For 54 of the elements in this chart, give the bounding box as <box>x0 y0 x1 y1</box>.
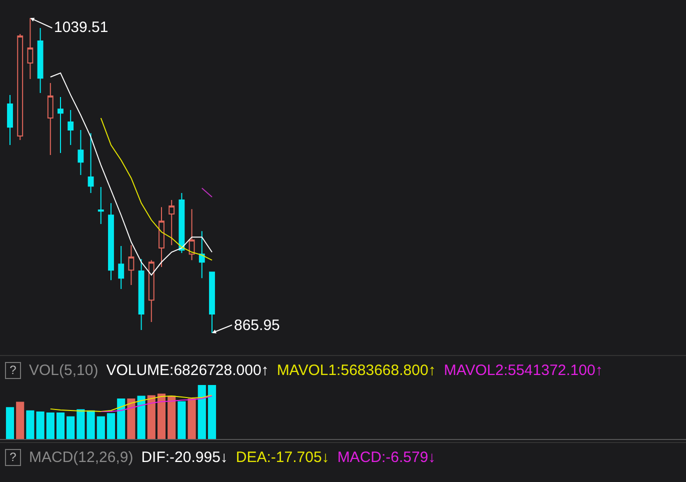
text: ? <box>5 362 21 379</box>
candlestick <box>88 132 94 194</box>
candlestick <box>7 94 13 146</box>
candlestick <box>158 206 164 268</box>
candlestick <box>17 33 24 140</box>
candlestick <box>47 82 54 156</box>
candlestick <box>37 27 44 94</box>
bar <box>147 395 156 439</box>
candlestick <box>68 110 74 146</box>
legend-label: MACD:-6.579↓ <box>337 449 436 466</box>
bar <box>6 407 14 439</box>
annotation: 1039.51 <box>54 19 108 36</box>
candlestick <box>128 244 134 286</box>
bar <box>137 396 146 439</box>
text: MACD(12,26,9) <box>29 449 134 466</box>
candlestick <box>188 208 195 261</box>
text: MAVOL1:5683668.800↑ <box>276 362 436 379</box>
candlestick <box>78 130 84 176</box>
candlestick <box>108 202 114 281</box>
bar <box>188 398 196 439</box>
bar <box>26 410 34 439</box>
legend-label: DIF:-20.995↓ <box>141 449 228 466</box>
candlestick <box>118 245 124 290</box>
bar <box>208 385 216 439</box>
bar <box>76 409 85 439</box>
bar <box>86 410 95 439</box>
candlestick <box>209 272 215 334</box>
bar <box>117 398 126 439</box>
chart-title: VOL(5,10) <box>29 362 98 379</box>
candlestick <box>138 258 144 331</box>
candlestick <box>58 96 64 154</box>
bar <box>36 411 44 439</box>
series-label: VOLUME:6826728.000↑ <box>106 362 269 379</box>
candlestick <box>178 192 185 254</box>
bar <box>16 402 24 439</box>
bar <box>168 396 176 439</box>
bar <box>66 416 75 439</box>
candlestick <box>198 230 205 279</box>
text: ? <box>5 449 21 466</box>
bar <box>56 412 65 439</box>
legend-label: DEA:-17.705↓ <box>236 449 330 466</box>
text: MAVOL2:5541372.100↑ <box>444 362 603 379</box>
bar <box>178 401 186 439</box>
candlestick <box>168 200 175 246</box>
candlestick <box>27 17 34 80</box>
candlestick <box>98 186 104 225</box>
text: 865.95 <box>234 317 280 334</box>
bar <box>96 416 105 439</box>
bar <box>127 398 136 439</box>
bar <box>106 413 116 439</box>
candlestick <box>148 260 154 323</box>
bar <box>46 412 54 439</box>
bar <box>157 394 166 439</box>
bar <box>198 385 206 439</box>
